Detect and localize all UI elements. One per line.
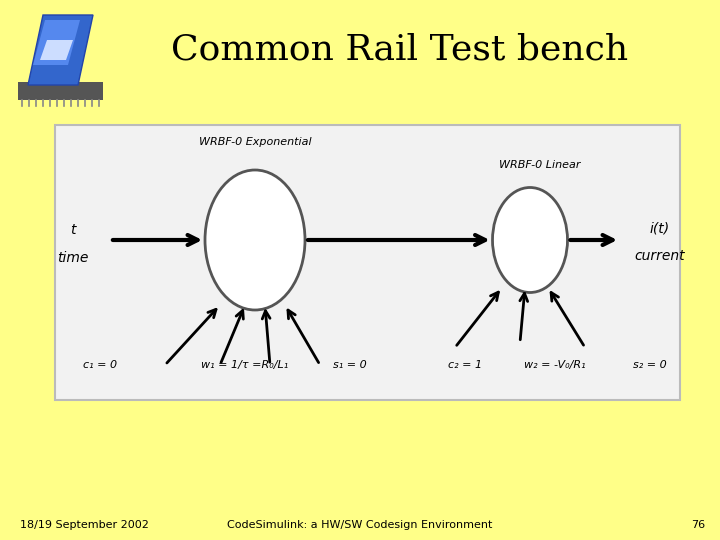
Polygon shape [33, 20, 80, 65]
Text: s₁ = 0: s₁ = 0 [333, 360, 367, 370]
Text: time: time [58, 251, 89, 265]
Text: current: current [635, 249, 685, 263]
Text: t: t [71, 223, 76, 237]
Text: 76: 76 [691, 520, 705, 530]
Text: WRBF-0 Exponential: WRBF-0 Exponential [199, 137, 311, 147]
Text: i(t): i(t) [650, 221, 670, 235]
Bar [18, 82, 103, 100]
Polygon shape [28, 15, 93, 85]
Text: 18/19 September 2002: 18/19 September 2002 [20, 520, 149, 530]
Text: Common Rail Test bench: Common Rail Test bench [171, 33, 629, 67]
Bar [55, 125, 680, 400]
Text: c₁ = 0: c₁ = 0 [83, 360, 117, 370]
Text: CodeSimulink: a HW/SW Codesign Environment: CodeSimulink: a HW/SW Codesign Environme… [228, 520, 492, 530]
Text: s₂ = 0: s₂ = 0 [633, 360, 667, 370]
Text: w₁ = 1/τ =R₀/L₁: w₁ = 1/τ =R₀/L₁ [202, 360, 289, 370]
Polygon shape [40, 40, 73, 60]
Ellipse shape [205, 170, 305, 310]
Text: w₂ = -V₀/R₁: w₂ = -V₀/R₁ [524, 360, 586, 370]
Text: WRBF-0 Linear: WRBF-0 Linear [499, 160, 581, 171]
Ellipse shape [492, 187, 567, 293]
Text: c₂ = 1: c₂ = 1 [448, 360, 482, 370]
